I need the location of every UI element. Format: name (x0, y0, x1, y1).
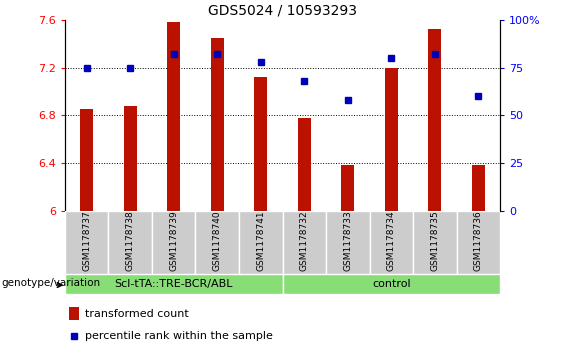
Bar (195, 211, 239, 274)
Text: genotype/variation: genotype/variation (1, 278, 101, 288)
Bar (472, 165, 485, 211)
Bar (370, 211, 413, 274)
Bar (254, 77, 267, 211)
Bar (65, 211, 108, 274)
Text: GSM1178738: GSM1178738 (126, 211, 134, 272)
Bar (65, 274, 282, 294)
Bar (211, 38, 224, 211)
Text: Scl-tTA::TRE-BCR/ABL: Scl-tTA::TRE-BCR/ABL (115, 279, 233, 289)
Bar (124, 106, 137, 211)
Text: GSM1178732: GSM1178732 (300, 211, 308, 272)
Bar (69, 307, 79, 320)
Text: GSM1178736: GSM1178736 (474, 211, 483, 272)
Text: GSM1178739: GSM1178739 (170, 211, 178, 272)
Bar (108, 211, 152, 274)
Bar (326, 211, 370, 274)
Text: percentile rank within the sample: percentile rank within the sample (85, 331, 272, 341)
Text: GSM1178740: GSM1178740 (213, 211, 221, 272)
Text: transformed count: transformed count (85, 309, 188, 319)
Text: GSM1178734: GSM1178734 (387, 211, 396, 272)
Bar (152, 211, 195, 274)
Bar (282, 274, 500, 294)
Text: control: control (372, 279, 411, 289)
Text: GSM1178737: GSM1178737 (82, 211, 91, 272)
Bar (80, 109, 93, 211)
Text: GSM1178741: GSM1178741 (257, 211, 265, 272)
Text: GSM1178733: GSM1178733 (344, 211, 352, 272)
Bar (282, 211, 326, 274)
Bar (298, 118, 311, 211)
Bar (341, 165, 354, 211)
Bar (385, 68, 398, 211)
Bar (167, 23, 180, 211)
Text: GSM1178735: GSM1178735 (431, 211, 439, 272)
Bar (239, 211, 282, 274)
Bar (457, 211, 500, 274)
Bar (428, 29, 441, 211)
Bar (413, 211, 457, 274)
Title: GDS5024 / 10593293: GDS5024 / 10593293 (208, 3, 357, 17)
